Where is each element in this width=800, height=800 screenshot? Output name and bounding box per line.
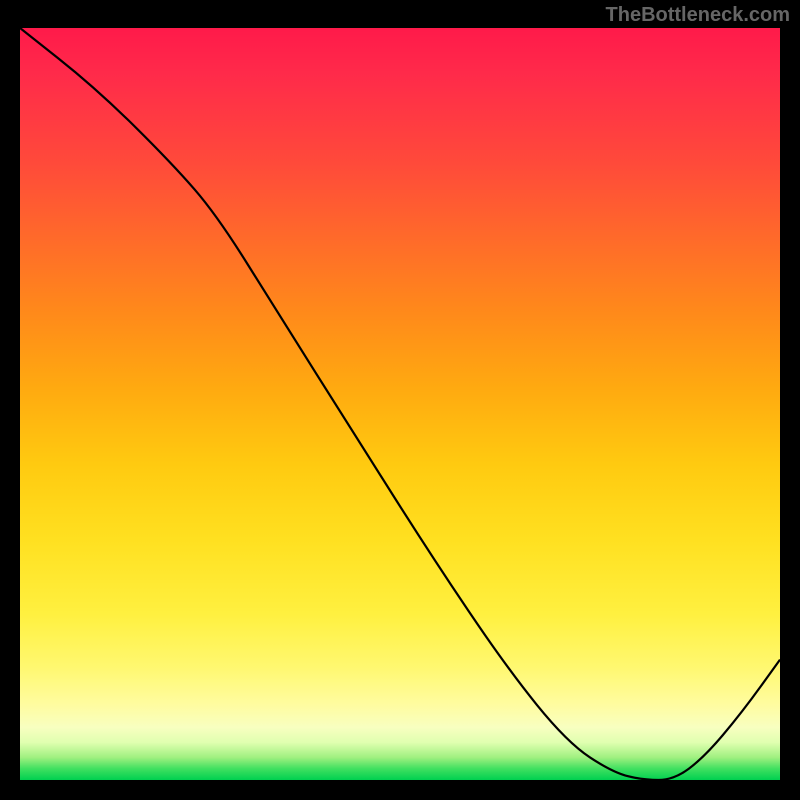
- watermark-text: TheBottleneck.com: [606, 4, 790, 27]
- chart-curve-svg: [20, 28, 780, 780]
- bottleneck-curve: [20, 28, 780, 780]
- chart-plot-area: [20, 28, 780, 780]
